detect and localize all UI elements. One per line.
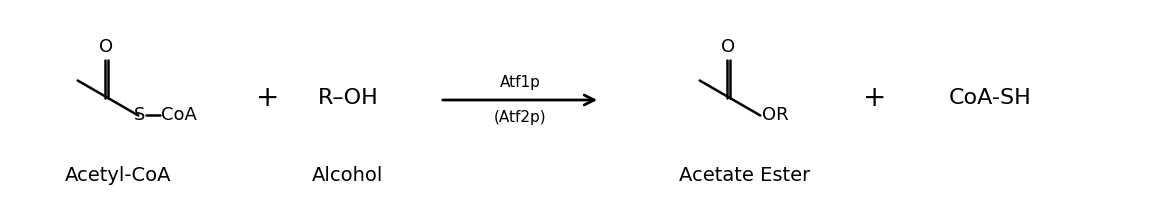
Text: O: O (721, 38, 735, 55)
Text: R–OH: R–OH (317, 88, 379, 108)
Text: OR: OR (763, 106, 789, 123)
Text: O: O (99, 38, 113, 55)
Text: CoA: CoA (162, 106, 197, 123)
Text: (Atf2p): (Atf2p) (494, 110, 546, 125)
Text: Acetate Ester: Acetate Ester (680, 166, 810, 185)
Text: Alcohol: Alcohol (313, 166, 383, 185)
Text: S: S (134, 106, 145, 123)
Text: Acetyl-CoA: Acetyl-CoA (65, 166, 171, 185)
Text: +: + (256, 84, 279, 112)
Text: Atf1p: Atf1p (500, 75, 540, 90)
Text: CoA-SH: CoA-SH (949, 88, 1032, 108)
Text: +: + (863, 84, 886, 112)
